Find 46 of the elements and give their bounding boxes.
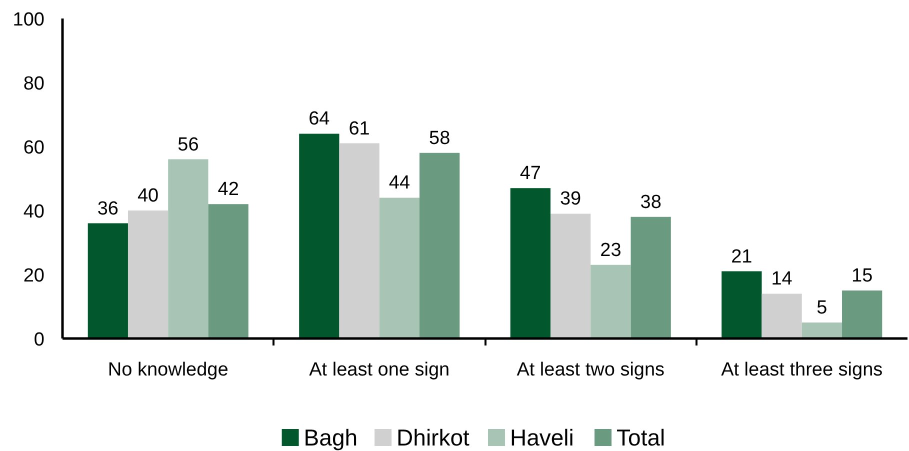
bar [550,214,591,338]
data-label: 58 [429,128,450,149]
data-label: 21 [731,246,752,268]
data-label: 23 [600,240,622,261]
bar [722,271,762,338]
data-label: 47 [520,163,541,184]
bar [208,204,248,338]
legend-label: Total [616,424,666,450]
bar [842,290,882,338]
legend-label: Dhirkot [396,424,470,450]
bar [510,188,550,338]
data-label: 42 [218,179,239,200]
data-label: 38 [640,192,662,213]
data-label: 40 [137,186,159,206]
data-label: 56 [178,134,199,156]
bar [762,294,802,338]
y-tick-label: 0 [34,330,45,350]
y-tick-label: 20 [23,266,45,286]
data-label: 61 [348,118,370,140]
bar [420,152,460,338]
x-tick-label: At least one sign [309,360,450,380]
data-label: 64 [308,108,330,130]
bar [802,322,842,338]
legend-label: Haveli [510,424,574,450]
bar [630,216,671,338]
data-label: 15 [852,266,873,286]
bar [339,143,380,338]
data-label: 5 [816,298,828,318]
x-tick-label: At least two signs [516,360,665,380]
data-label: 36 [97,198,118,220]
bar [299,134,340,338]
bar [590,264,631,338]
bar [379,198,420,338]
bar [88,223,128,338]
data-label: 39 [560,188,582,210]
y-tick-label: 80 [23,74,45,94]
data-label: 44 [388,172,410,194]
data-label: 14 [771,268,793,290]
y-tick-label: 60 [23,138,45,158]
bar [168,159,208,338]
y-tick-label: 100 [12,10,44,30]
legend-label: Bagh [304,424,358,450]
y-tick-label: 40 [23,202,45,222]
bar [128,210,168,338]
x-tick-label: No knowledge [108,360,228,380]
x-tick-label: At least three signs [721,360,883,380]
